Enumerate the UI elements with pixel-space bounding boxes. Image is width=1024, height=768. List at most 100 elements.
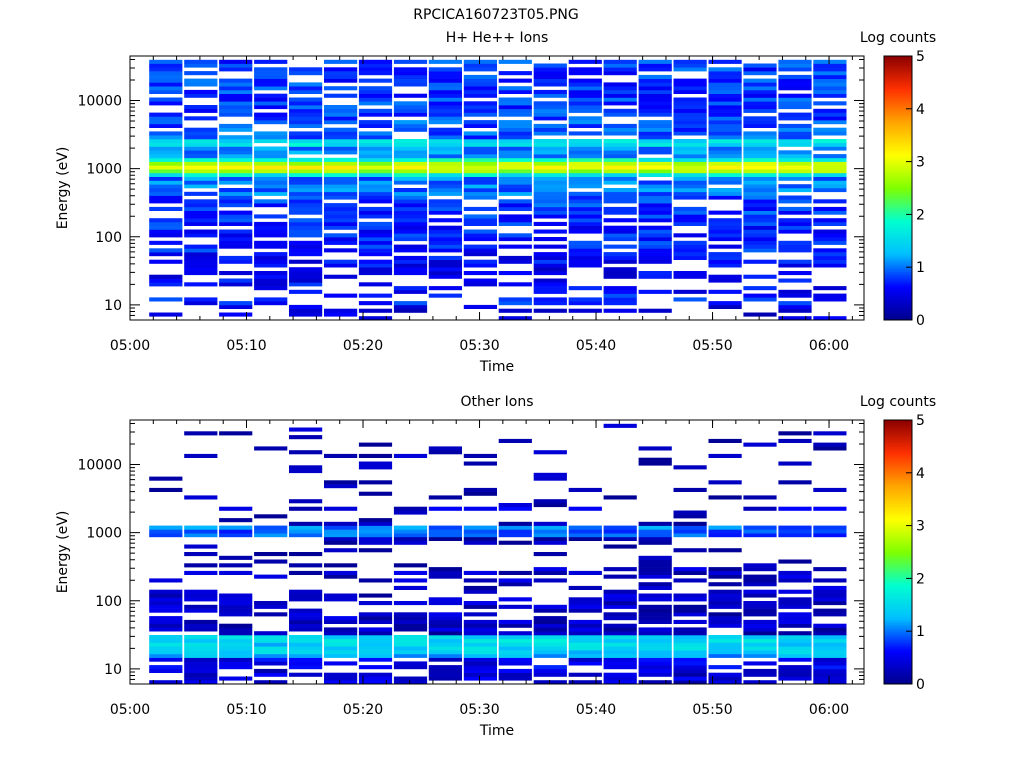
heatmap-cell	[149, 63, 183, 68]
heatmap-cell	[673, 248, 707, 253]
heatmap-cell	[149, 646, 183, 651]
heatmap-cell	[254, 574, 288, 579]
heatmap-cell	[813, 635, 847, 640]
colorbar-step	[884, 311, 912, 314]
heatmap-cell	[289, 218, 323, 223]
heatmap-cell	[393, 172, 428, 177]
heatmap-cell	[428, 529, 462, 534]
heatmap-cell	[638, 244, 672, 249]
heatmap-cell	[289, 623, 323, 628]
heatmap-cell	[743, 274, 777, 279]
heatmap-cell	[219, 657, 253, 662]
heatmap-cell	[743, 195, 777, 200]
heatmap-cell	[533, 188, 567, 193]
colorbar-step	[884, 530, 912, 533]
heatmap-cell	[638, 635, 672, 640]
heatmap-cell	[743, 589, 777, 594]
heatmap-cell	[463, 635, 497, 640]
heatmap-cell	[393, 214, 428, 219]
heatmap-cell	[149, 135, 183, 140]
heatmap-cell	[778, 116, 812, 121]
heatmap-cell	[673, 578, 707, 583]
heatmap-cell	[358, 259, 393, 264]
heatmap-cell	[498, 218, 532, 223]
heatmap-cell	[219, 271, 253, 276]
heatmap-cell	[393, 308, 428, 313]
heatmap-cell	[393, 203, 428, 208]
colorbar-step	[884, 97, 912, 101]
heatmap-cell	[533, 668, 567, 673]
heatmap-cell	[289, 657, 323, 662]
heatmap-cell	[184, 638, 218, 643]
heatmap-cell	[184, 676, 218, 681]
heatmap-cell	[603, 536, 637, 541]
heatmap-cell	[184, 154, 218, 159]
heatmap-cell	[219, 601, 253, 606]
heatmap-cell	[254, 282, 288, 287]
colorbar-step	[884, 128, 912, 132]
heatmap-cell	[638, 195, 672, 200]
heatmap-cell	[149, 668, 183, 673]
heatmap-cell	[498, 604, 532, 609]
heatmap-cell	[568, 487, 602, 492]
heatmap-cell	[184, 150, 218, 155]
heatmap-cell	[219, 597, 253, 602]
colorbar-step	[884, 122, 912, 125]
heatmap-cell	[219, 593, 253, 598]
heatmap-cell	[498, 521, 532, 526]
heatmap-cell	[184, 495, 218, 500]
heatmap-cell	[603, 627, 637, 632]
heatmap-cell	[813, 180, 847, 185]
heatmap-cell	[184, 653, 218, 658]
heatmap-cell	[289, 221, 323, 226]
heatmap-cell	[219, 650, 253, 655]
heatmap-cell	[219, 127, 253, 132]
heatmap-cell	[743, 157, 777, 162]
heatmap-cell	[778, 221, 812, 226]
heatmap-cell	[289, 225, 323, 230]
heatmap-cell	[498, 105, 532, 110]
heatmap-cell	[813, 431, 847, 436]
heatmap-cell	[533, 229, 567, 234]
heatmap-cell	[638, 218, 672, 223]
heatmap-cell	[254, 97, 288, 102]
heatmap-cell	[638, 135, 672, 140]
heatmap-cell	[219, 301, 253, 306]
heatmap-cell	[708, 176, 742, 181]
colorbar-step	[884, 278, 912, 281]
colorbar-step	[884, 512, 912, 515]
heatmap-cells	[149, 59, 847, 321]
heatmap-cell	[778, 304, 812, 309]
heatmap-cell	[708, 650, 742, 655]
heatmap-cell	[813, 286, 847, 291]
heatmap-cell	[393, 525, 428, 530]
heatmap-cell	[324, 676, 358, 681]
heatmap-cell	[743, 635, 777, 640]
heatmap-cell	[254, 297, 288, 302]
heatmap-cell	[533, 297, 567, 302]
heatmap-cell	[533, 176, 567, 181]
heatmap-cell	[813, 623, 847, 628]
heatmap-cell	[743, 154, 777, 159]
heatmap-cell	[393, 165, 428, 170]
heatmap-cell	[254, 278, 288, 283]
heatmap-cell	[324, 642, 358, 647]
heatmap-cell	[324, 214, 358, 219]
heatmap-cell	[498, 244, 532, 249]
heatmap-cell	[254, 214, 288, 219]
heatmap-cell	[219, 608, 253, 613]
colorbar-step	[884, 499, 912, 502]
heatmap-cell	[289, 131, 323, 136]
heatmap-cell	[638, 214, 672, 219]
heatmap-cell	[813, 67, 847, 72]
heatmap-cell	[463, 101, 497, 106]
heatmap-cell	[603, 108, 637, 113]
heatmap-cell	[743, 199, 777, 204]
heatmap-cell	[498, 146, 532, 151]
heatmap-cell	[428, 206, 462, 211]
heatmap-cell	[463, 135, 497, 140]
heatmap-cell	[568, 529, 602, 534]
heatmap-cell	[533, 142, 567, 147]
heatmap-cell	[708, 97, 742, 102]
